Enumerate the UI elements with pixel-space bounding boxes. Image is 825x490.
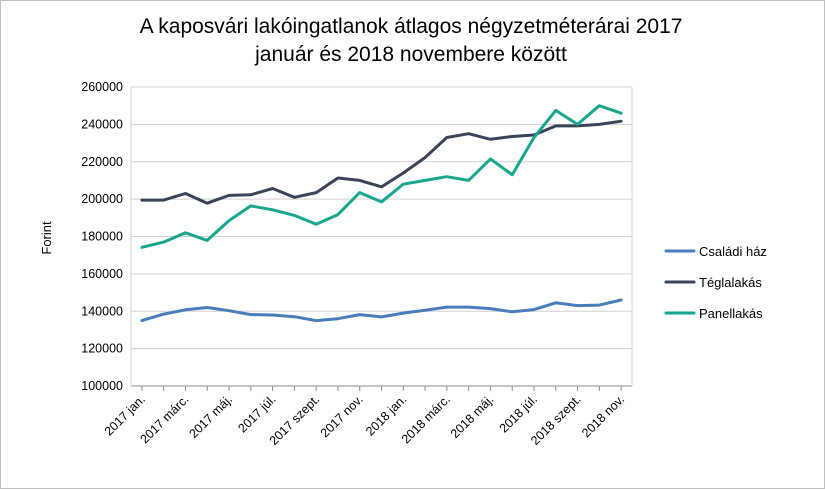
- y-axis-ticks: 100000 120000 140000 160000 180000 200000 2200…: [81, 80, 123, 393]
- y-tick-label: 200000: [81, 192, 123, 206]
- x-tick-label: 2017 máj.: [186, 392, 235, 441]
- y-tick-label: 120000: [81, 342, 123, 356]
- series-lines: [140, 104, 623, 323]
- x-tick-label: 2017 júl.: [235, 392, 278, 435]
- x-tick-label: 2018 júl.: [497, 392, 540, 435]
- x-tick-label: 2017 nov.: [318, 392, 366, 440]
- series-line-2: [140, 104, 623, 249]
- y-tick-label: 260000: [81, 80, 123, 94]
- x-axis-ticks: 2017 jan.2017 márc.2017 máj. 2017 júl.201…: [102, 386, 627, 448]
- legend-label-0: Családi ház: [699, 244, 767, 259]
- series-line-0: [140, 298, 623, 323]
- series-line-1: [140, 119, 623, 205]
- y-tick-label: 140000: [81, 304, 123, 318]
- legend: Családi ház Téglalakás Panellakás: [664, 244, 767, 321]
- legend-label-2: Panellakás: [699, 306, 763, 321]
- x-tick-label: 2018 máj.: [448, 392, 497, 441]
- chart-title-line-1: A kaposvári lakóingatlanok átlagos négyz…: [140, 15, 683, 38]
- x-tick-label: 2018 nov.: [579, 392, 627, 440]
- legend-label-1: Téglalakás: [699, 275, 762, 290]
- y-tick-label: 160000: [81, 267, 123, 281]
- y-tick-label: 100000: [81, 379, 123, 393]
- y-tick-label: 180000: [81, 230, 123, 244]
- y-tick-label: 220000: [81, 155, 123, 169]
- chart-title-line-2: január és 2018 novembere között: [254, 43, 567, 66]
- gridlines: [130, 86, 633, 387]
- y-tick-label: 240000: [81, 117, 123, 131]
- y-axis-title: Forint: [39, 221, 54, 255]
